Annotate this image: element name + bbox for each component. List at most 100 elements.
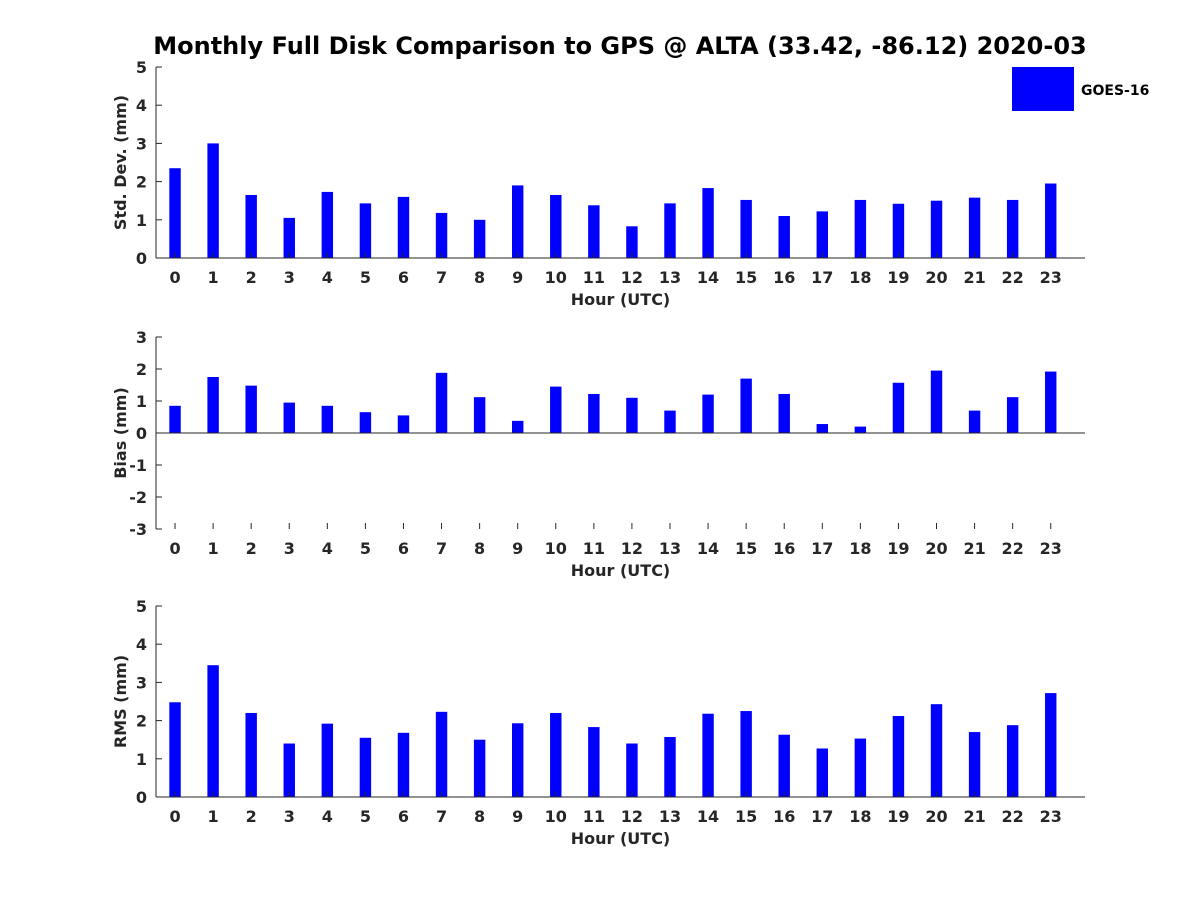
std-dev-x-axis-label: Hour (UTC) — [571, 290, 671, 309]
rms-bar-hour-13 — [664, 737, 676, 797]
bias-y-tick-label: -3 — [129, 520, 147, 539]
std-dev-x-tick-label: 3 — [284, 268, 295, 287]
std-dev-y-tick-label: 2 — [136, 173, 147, 192]
std-dev-bar-hour-8 — [473, 219, 486, 258]
std-dev-y-tick-label: 4 — [136, 96, 147, 115]
rms-bar-hour-18 — [854, 738, 867, 797]
std-dev-bar-hour-16 — [778, 215, 790, 258]
rms-x-tick-label: 16 — [773, 807, 795, 826]
rms-bar-hour-4 — [321, 723, 334, 797]
std-dev-bar-hour-23 — [1045, 183, 1057, 258]
std-dev-bar-hour-5 — [359, 203, 372, 258]
rms-x-tick-label: 11 — [583, 807, 605, 826]
std-dev-x-tick-label: 10 — [545, 268, 567, 287]
bias-x-tick-label: 5 — [360, 539, 371, 558]
bias-x-tick-label: 15 — [735, 539, 757, 558]
std-dev-x-tick-label: 0 — [169, 268, 180, 287]
rms-x-tick-label: 1 — [208, 807, 219, 826]
std-dev-x-tick-label: 8 — [474, 268, 485, 287]
rms-y-tick-label: 4 — [136, 635, 147, 654]
bias-y-tick-label: -1 — [129, 456, 147, 475]
std-dev-bar-hour-0 — [169, 168, 181, 258]
bias-bar-hour-0 — [169, 405, 181, 433]
std-dev-x-tick-label: 23 — [1040, 268, 1062, 287]
std-dev-x-tick-label: 9 — [512, 268, 523, 287]
rms-x-tick-label: 21 — [963, 807, 985, 826]
legend-label: GOES-16 — [1081, 83, 1149, 99]
std-dev-y-tick-label: 0 — [136, 249, 147, 268]
bias-bar-hour-23 — [1045, 371, 1057, 433]
bias-x-tick-label: 8 — [474, 539, 485, 558]
bias-bar-hour-19 — [892, 382, 905, 433]
rms-bar-hour-0 — [169, 702, 181, 797]
std-dev-x-tick-label: 22 — [1002, 268, 1024, 287]
std-dev-bar-hour-21 — [968, 197, 981, 258]
std-dev-x-tick-label: 17 — [811, 268, 833, 287]
rms-bar-hour-11 — [588, 727, 600, 797]
bias-bar-hour-12 — [626, 397, 638, 433]
bias-x-tick-label: 20 — [925, 539, 947, 558]
std-dev-x-tick-label: 2 — [246, 268, 257, 287]
std-dev-bar-hour-10 — [550, 194, 562, 258]
bias-bar-hour-2 — [245, 385, 257, 433]
bias-bar-hour-18 — [854, 426, 867, 433]
rms-y-tick-label: 1 — [136, 750, 147, 769]
std-dev-x-tick-label: 13 — [659, 268, 681, 287]
std-dev-bar-hour-1 — [207, 143, 219, 258]
bias-x-tick-label: 7 — [436, 539, 447, 558]
rms-bar-hour-7 — [435, 711, 448, 797]
rms-bar-hour-22 — [1006, 725, 1019, 797]
std-dev-x-tick-label: 19 — [887, 268, 909, 287]
bias-bar-hour-6 — [397, 415, 410, 433]
std-dev-bar-hour-13 — [664, 203, 676, 258]
rms-bar-hour-17 — [816, 748, 829, 797]
bias-x-tick-label: 19 — [887, 539, 909, 558]
bias-bar-hour-1 — [207, 377, 219, 433]
bias-bar-hour-3 — [283, 402, 295, 433]
std-dev-bar-hour-2 — [245, 194, 257, 258]
bias-bar-hour-20 — [930, 370, 943, 433]
std-dev-bar-hour-11 — [588, 205, 600, 258]
std-dev-bar-hour-3 — [283, 217, 295, 258]
rms-x-tick-label: 12 — [621, 807, 643, 826]
bias-x-tick-label: 0 — [169, 539, 180, 558]
bias-x-tick-label: 18 — [849, 539, 871, 558]
std-dev-x-tick-label: 20 — [925, 268, 947, 287]
rms-x-tick-label: 8 — [474, 807, 485, 826]
std-dev-y-tick-label: 5 — [136, 58, 147, 77]
std-dev-y-tick-label: 1 — [136, 211, 147, 230]
rms-x-tick-label: 4 — [322, 807, 333, 826]
std-dev-y-axis-label: Std. Dev. (mm) — [111, 95, 130, 230]
std-dev-x-tick-label: 11 — [583, 268, 605, 287]
bias-bar-hour-4 — [321, 405, 334, 433]
std-dev-bar-hour-14 — [702, 188, 714, 258]
rms-x-tick-label: 5 — [360, 807, 371, 826]
chart-title: Monthly Full Disk Comparison to GPS @ AL… — [153, 32, 1087, 60]
rms-x-tick-label: 18 — [849, 807, 871, 826]
rms-x-tick-label: 20 — [925, 807, 947, 826]
rms-y-tick-label: 2 — [136, 712, 147, 731]
std-dev-bar-hour-15 — [740, 199, 752, 258]
bias-x-tick-label: 17 — [811, 539, 833, 558]
rms-x-tick-label: 15 — [735, 807, 757, 826]
bias-x-tick-label: 6 — [398, 539, 409, 558]
bias-x-tick-label: 3 — [284, 539, 295, 558]
std-dev-y-tick-label: 3 — [136, 134, 147, 153]
legend: GOES-16 — [1012, 67, 1149, 111]
std-dev-x-tick-label: 15 — [735, 268, 757, 287]
std-dev-bar-hour-18 — [854, 199, 867, 258]
rms-x-tick-label: 17 — [811, 807, 833, 826]
legend-swatch — [1012, 67, 1074, 111]
bias-bar-hour-16 — [778, 393, 790, 433]
bias-bar-hour-9 — [511, 420, 524, 433]
rms-bar-hour-19 — [892, 716, 905, 797]
rms-bar-hour-6 — [397, 732, 410, 797]
rms-bar-hour-16 — [778, 734, 790, 797]
bias-bar-hour-17 — [816, 424, 829, 433]
bias-x-tick-label: 12 — [621, 539, 643, 558]
bias-x-tick-label: 21 — [963, 539, 985, 558]
rms-x-tick-label: 6 — [398, 807, 409, 826]
bias-x-axis-label: Hour (UTC) — [571, 561, 671, 580]
